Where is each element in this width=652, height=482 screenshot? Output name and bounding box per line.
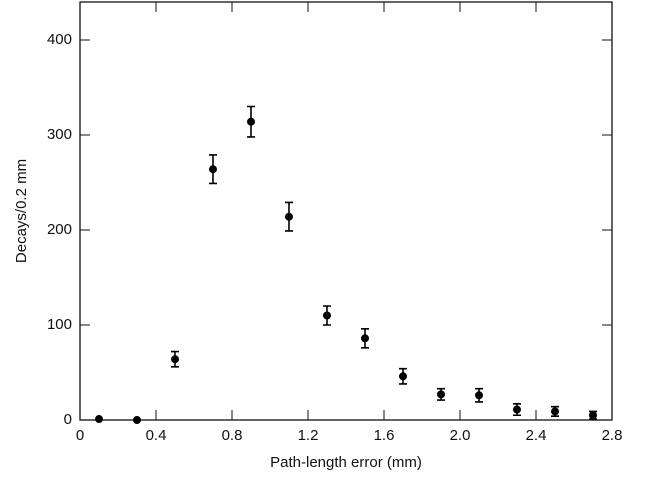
data-point bbox=[589, 411, 597, 420]
data-point bbox=[247, 117, 255, 126]
x-tick-label: 2.4 bbox=[526, 427, 547, 444]
x-tick-label: 1.2 bbox=[298, 427, 319, 444]
data-point bbox=[133, 416, 141, 424]
data-point bbox=[399, 372, 407, 381]
y-tick-label: 400 bbox=[47, 31, 72, 48]
data-point bbox=[209, 165, 217, 174]
plot-frame bbox=[79, 1, 613, 421]
data-point bbox=[323, 311, 331, 320]
y-tick-label: 200 bbox=[47, 221, 72, 238]
data-point bbox=[361, 334, 369, 343]
data-point bbox=[285, 212, 293, 221]
data-point bbox=[95, 415, 103, 424]
y-axis-label: Decays/0.2 mm bbox=[13, 159, 30, 263]
x-tick-label: 2.0 bbox=[450, 427, 471, 444]
x-tick-label: 1.6 bbox=[374, 427, 395, 444]
data-point bbox=[551, 407, 559, 416]
y-tick-label: 100 bbox=[47, 316, 72, 333]
data-point bbox=[171, 355, 179, 364]
x-tick-label: 2.8 bbox=[602, 427, 623, 444]
data-point bbox=[513, 405, 521, 414]
y-tick-label: 0 bbox=[64, 411, 72, 428]
y-tick-label: 300 bbox=[47, 126, 72, 143]
x-tick-label: 0 bbox=[76, 427, 84, 444]
data-point bbox=[437, 390, 445, 399]
x-tick-label: 0.4 bbox=[146, 427, 167, 444]
data-point bbox=[475, 391, 483, 400]
x-axis-label: Path-length error (mm) bbox=[270, 454, 422, 471]
x-tick-label: 0.8 bbox=[222, 427, 243, 444]
